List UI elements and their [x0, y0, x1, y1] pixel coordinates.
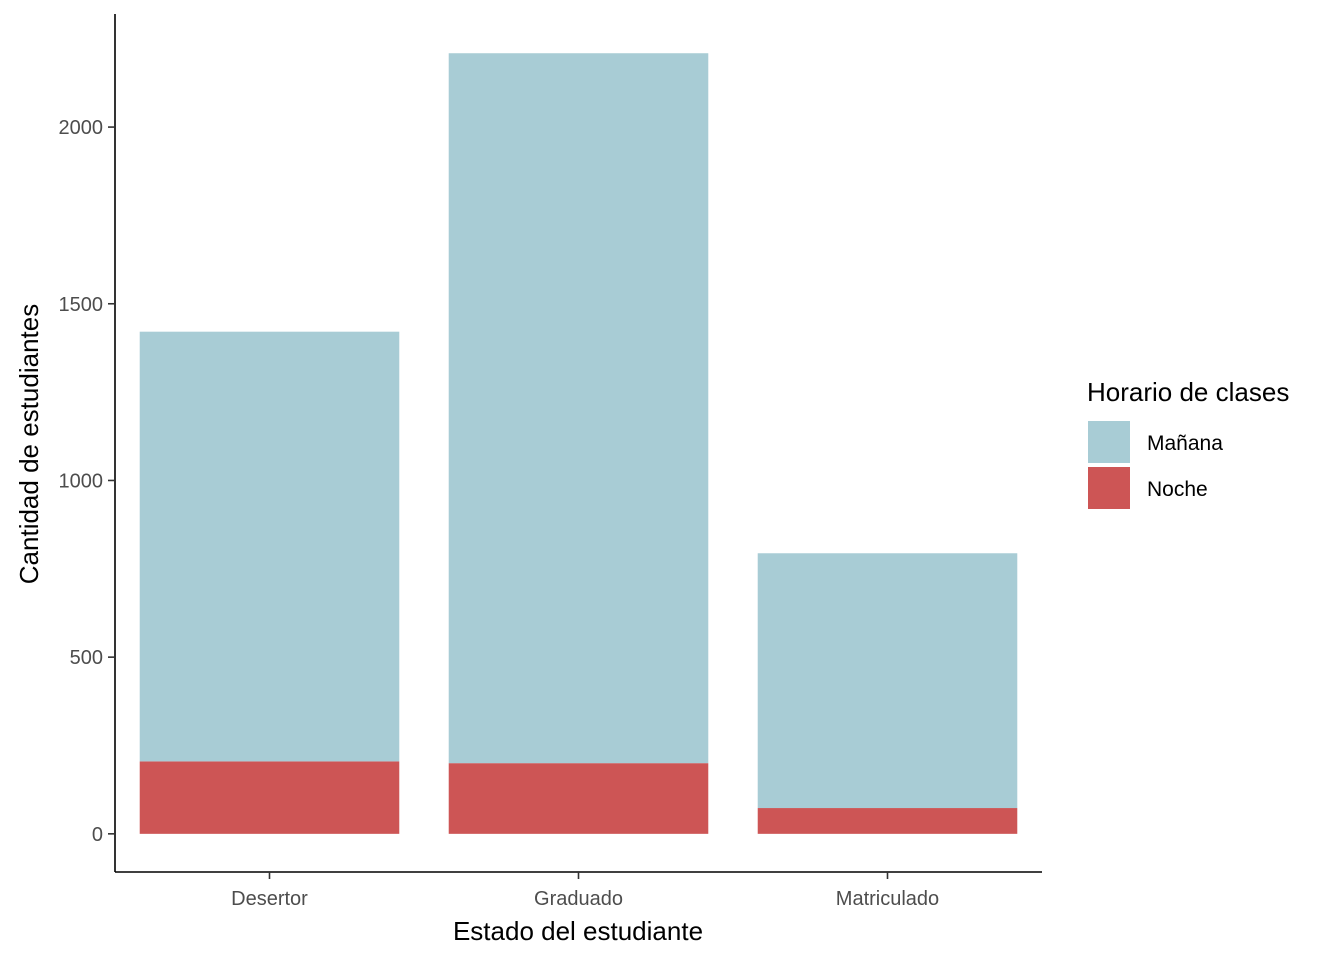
bar-graduado-noche: [448, 763, 709, 834]
y-ticks-layer: 0 500 1000 1500 2000: [59, 117, 115, 846]
legend-items: Mañana Noche: [1088, 421, 1223, 509]
y-tick-label: 1000: [59, 470, 104, 492]
legend: Horario de clases Mañana Noche: [1087, 377, 1289, 509]
y-axis-title: Cantidad de estudiantes: [14, 304, 44, 584]
y-tick-label: 500: [70, 647, 103, 669]
legend-swatch-noche: [1088, 467, 1130, 509]
bar-desertor-noche: [139, 761, 400, 834]
bar-matriculado-noche: [757, 808, 1018, 834]
y-tick-label: 1500: [59, 294, 104, 316]
legend-swatch-manana: [1088, 421, 1130, 463]
bar-desertor-manana: [139, 331, 400, 762]
y-tick-label: 2000: [59, 117, 104, 139]
bar-matriculado-manana: [757, 553, 1018, 809]
x-tick-label-matriculado: Matriculado: [836, 888, 939, 910]
x-axis-title: Estado del estudiante: [453, 916, 703, 946]
x-ticks-layer: Desertor Graduado Matriculado: [231, 872, 939, 910]
x-tick-label-graduado: Graduado: [534, 888, 623, 910]
legend-title: Horario de clases: [1087, 377, 1289, 407]
bar-graduado-manana: [448, 53, 709, 764]
legend-label-manana: Mañana: [1147, 432, 1223, 455]
legend-label-noche: Noche: [1147, 478, 1208, 501]
x-tick-label-desertor: Desertor: [231, 888, 308, 910]
y-tick-label: 0: [92, 824, 103, 846]
bars-layer: [139, 53, 1018, 834]
